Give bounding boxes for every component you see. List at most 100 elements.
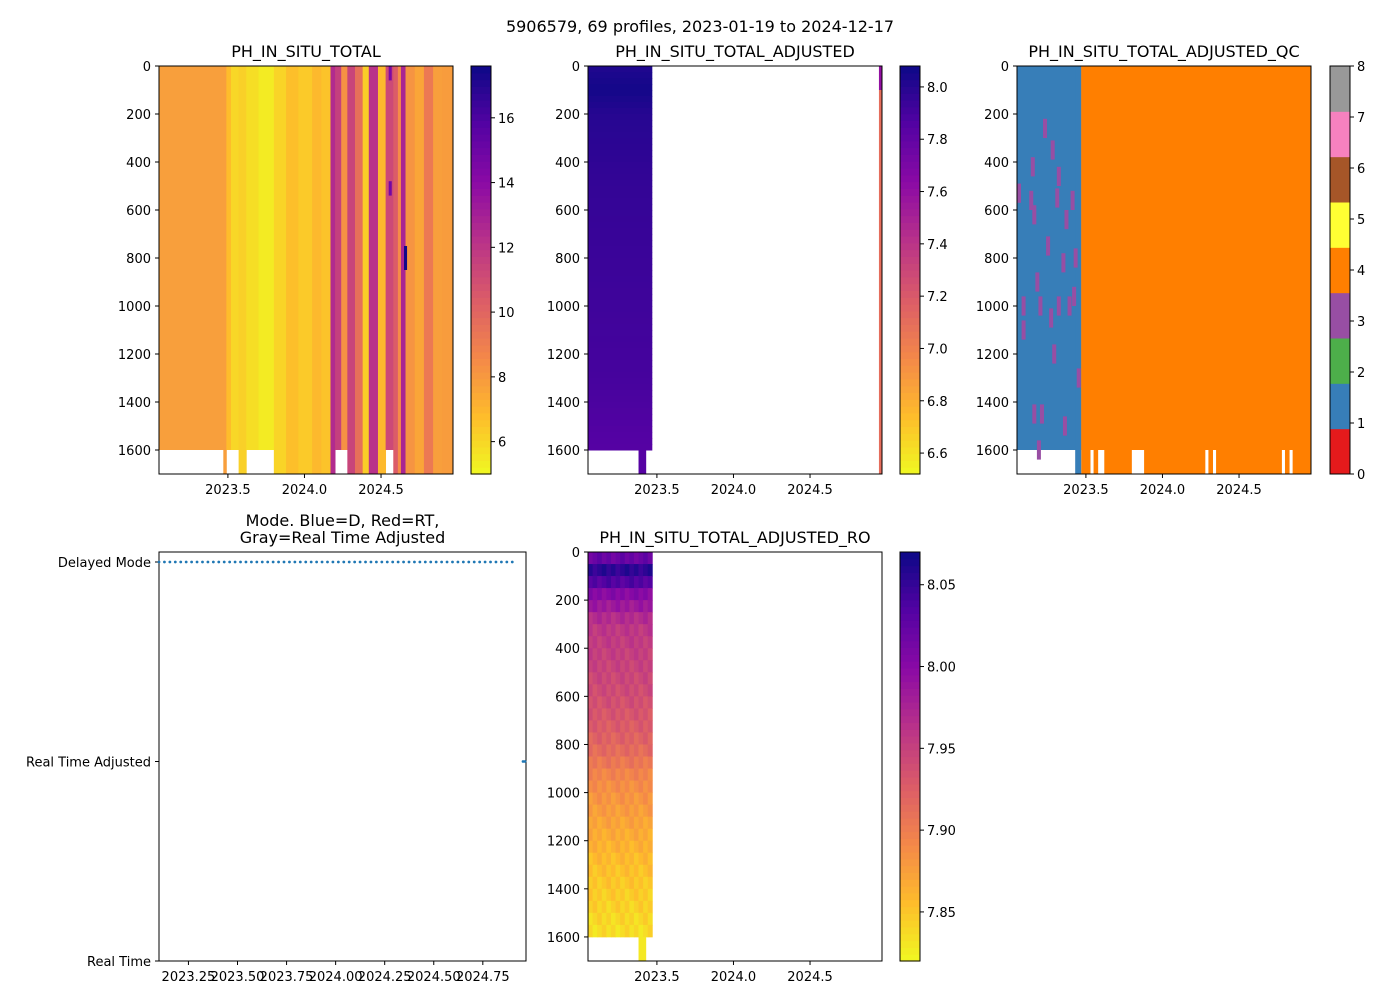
heatmap-cell <box>643 648 649 661</box>
heatmap-cell <box>638 660 644 673</box>
qc-flag-mark <box>1056 296 1061 316</box>
heatmap-column <box>397 66 402 474</box>
y-tick-label: 800 <box>126 252 151 267</box>
heatmap-cell <box>606 912 612 926</box>
qc-flag-mark <box>1062 416 1067 436</box>
heatmap-column <box>298 66 313 474</box>
delayed-mode-point <box>277 560 280 564</box>
colorbar-segment <box>900 626 920 635</box>
colorbar-tick-label: 7.4 <box>927 238 948 253</box>
heatmap-cell <box>588 366 653 373</box>
qc-flag-mark <box>1030 157 1035 177</box>
delayed-mode-point <box>211 560 215 564</box>
heatmap-cell <box>633 852 639 866</box>
qc-flag-mark <box>1035 272 1040 292</box>
heatmap-cell <box>588 180 653 187</box>
colorbar-segment <box>900 763 920 771</box>
x-tick-label: 2024.5 <box>787 483 833 498</box>
delayed-mode-point <box>369 560 373 564</box>
heatmap-cell <box>643 756 649 769</box>
y-tick-label: 1200 <box>547 348 580 363</box>
heatmap-cell <box>588 444 653 451</box>
heatmap-cell <box>588 696 593 709</box>
colorbar-tick-label: 7.2 <box>927 290 948 305</box>
heatmap-cell <box>647 660 653 673</box>
heatmap-cell <box>615 708 621 721</box>
heatmap-cell <box>615 828 621 842</box>
y-tick-label: 600 <box>555 690 580 705</box>
colorbar-segment <box>900 406 920 414</box>
heatmap-cell <box>633 888 639 902</box>
delayed-mode-point <box>201 560 204 564</box>
heatmap-cell <box>647 588 653 601</box>
real-time-adjusted-point <box>521 760 525 763</box>
heatmap-cell <box>592 852 598 866</box>
colorbar-segment <box>900 906 920 914</box>
heatmap-cell <box>606 924 612 938</box>
delayed-mode-point <box>282 560 286 564</box>
heatmap-cell <box>588 324 653 331</box>
heatmap-cell <box>610 684 616 697</box>
heatmap-cell <box>643 696 649 709</box>
y-tick-label: 1400 <box>547 396 580 411</box>
colorbar-segment <box>471 263 491 271</box>
heatmap-cell <box>597 852 603 866</box>
heatmap-cell <box>588 672 593 685</box>
heatmap-cell <box>615 876 621 890</box>
heatmap-cell <box>620 660 626 673</box>
heatmap-cell <box>601 804 607 818</box>
heatmap-cell <box>588 756 593 769</box>
colorbar-segment <box>900 851 920 860</box>
heatmap-cell <box>592 636 598 649</box>
colorbar-tick-label: 7 <box>1357 111 1365 126</box>
colorbar-segment <box>900 695 920 703</box>
heatmap-cell <box>629 888 635 902</box>
heatmap-cell <box>606 600 612 613</box>
colorbar-segment <box>900 249 920 257</box>
colorbar-segment <box>900 460 920 468</box>
colorbar-segment <box>900 899 920 908</box>
y-tick-label: 1600 <box>976 444 1009 459</box>
colorbar-segment <box>900 147 920 155</box>
heatmap-cell <box>597 888 603 902</box>
colorbar-segment <box>471 290 491 298</box>
heatmap-column <box>246 66 259 450</box>
heatmap-cell <box>588 624 593 637</box>
heatmap-cell <box>643 888 649 902</box>
heatmap-cell <box>629 912 635 926</box>
colorbar-segment <box>900 586 920 594</box>
heatmap-cell <box>601 588 607 601</box>
colorbar-segment <box>900 113 920 121</box>
y-tick-label: 0 <box>1001 60 1009 75</box>
heatmap-cell <box>588 186 653 193</box>
heatmap-cell <box>615 792 621 806</box>
delayed-mode-point <box>402 560 405 564</box>
colorbar-tick-label: 3 <box>1357 315 1365 330</box>
heatmap-cell <box>629 792 635 806</box>
heatmap-cell <box>610 792 616 806</box>
heatmap-cell <box>592 912 598 926</box>
heatmap-cell <box>624 708 630 721</box>
colorbar-segment <box>900 310 920 319</box>
heatmap-cell <box>620 564 626 577</box>
heatmap-cell <box>620 684 626 697</box>
colorbar-tick-label: 6 <box>498 436 506 451</box>
heatmap-cell <box>588 600 593 613</box>
qc-flag-mark <box>1076 368 1081 388</box>
heatmap-last-column <box>878 90 882 474</box>
heatmap-cell <box>588 102 653 109</box>
colorbar-segment <box>900 831 920 839</box>
heatmap-highlight <box>388 181 392 196</box>
y-tick-label: 400 <box>555 642 580 657</box>
colorbar-segment <box>900 433 920 441</box>
heatmap-cell <box>647 852 653 866</box>
heatmap-cell <box>588 744 593 757</box>
colorbar-segment <box>900 824 920 833</box>
heatmap-cell <box>610 876 616 890</box>
colorbar-segment <box>471 365 491 373</box>
colorbar-segment <box>471 331 491 339</box>
heatmap-cell <box>601 756 607 769</box>
heatmap-cell <box>643 912 649 926</box>
heatmap-cell <box>610 924 616 938</box>
heatmap-cell <box>643 600 649 613</box>
